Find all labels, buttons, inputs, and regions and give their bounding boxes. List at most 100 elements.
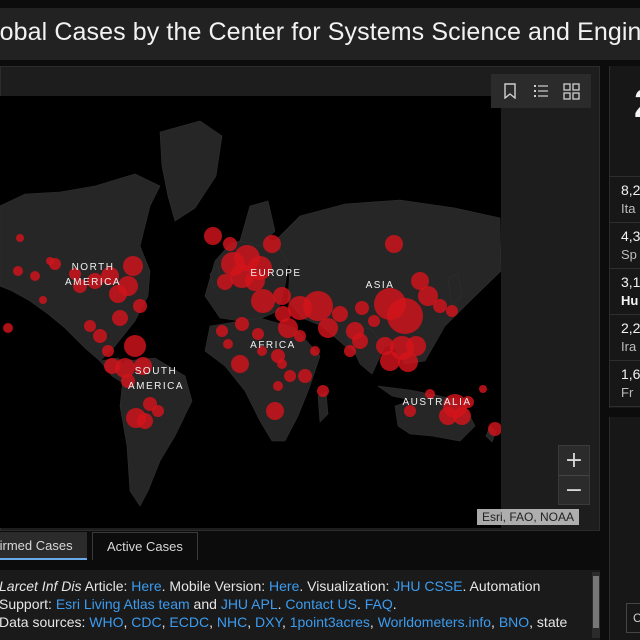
case-marker[interactable] [257, 346, 267, 356]
case-marker[interactable] [118, 276, 138, 296]
case-marker[interactable] [462, 396, 474, 408]
case-marker[interactable] [278, 318, 298, 338]
case-marker[interactable] [376, 337, 394, 355]
1point3acres-link[interactable]: 1point3acres [289, 614, 370, 630]
case-marker[interactable] [252, 328, 264, 340]
case-marker[interactable] [3, 323, 13, 333]
case-marker[interactable] [102, 345, 114, 357]
case-marker[interactable] [380, 351, 400, 371]
info-scrollbar[interactable] [592, 572, 600, 638]
ecdc-link[interactable]: ECDC [169, 614, 210, 630]
jhu-apl-link[interactable]: JHU APL [220, 596, 278, 612]
case-marker[interactable] [273, 381, 283, 391]
case-marker[interactable] [411, 272, 429, 290]
zoom-in-button[interactable]: + [564, 448, 584, 473]
case-marker[interactable] [69, 268, 81, 280]
country-list-item[interactable]: 4,3 Sp [610, 222, 640, 268]
country-list-item[interactable]: 3,1 Hu [610, 268, 640, 314]
case-marker[interactable] [93, 329, 107, 343]
case-marker[interactable] [398, 352, 418, 372]
tab-confirmed-cases[interactable]: firmed Cases [0, 532, 87, 560]
article-link[interactable]: Here [131, 578, 162, 594]
cdc-link[interactable]: CDC [131, 614, 162, 630]
case-marker[interactable] [30, 271, 40, 281]
country-list-item[interactable]: 8,2 Ita [610, 176, 640, 222]
case-markers[interactable] [3, 227, 501, 436]
case-marker[interactable] [16, 234, 24, 242]
case-marker[interactable] [284, 370, 296, 382]
faq-link[interactable]: FAQ [364, 596, 393, 612]
case-marker[interactable] [251, 289, 275, 313]
case-marker[interactable] [217, 274, 233, 290]
nhc-link[interactable]: NHC [216, 614, 248, 630]
case-marker[interactable] [355, 301, 369, 315]
country-list-item[interactable]: 2,2 Ira [610, 314, 640, 360]
who-link[interactable]: WHO [89, 614, 124, 630]
case-marker[interactable] [84, 320, 96, 332]
living-atlas-link[interactable]: Esri Living Atlas team [55, 596, 190, 612]
case-marker[interactable] [406, 336, 426, 356]
case-marker[interactable] [310, 346, 320, 356]
jhu-csse-link[interactable]: JHU CSSE [393, 578, 463, 594]
case-marker[interactable] [133, 299, 147, 313]
country-list-item[interactable]: 578U [610, 406, 640, 408]
case-marker[interactable] [439, 407, 457, 425]
case-marker[interactable] [73, 279, 87, 293]
case-marker[interactable] [385, 235, 403, 253]
zoom-out-button[interactable]: − [559, 475, 589, 504]
case-marker[interactable] [124, 335, 146, 357]
case-marker[interactable] [479, 385, 487, 393]
case-marker[interactable] [231, 355, 249, 373]
case-marker[interactable] [137, 413, 153, 429]
bookmark-icon[interactable] [497, 78, 523, 104]
map-canvas[interactable]: NORTH AMERICA EUROPE ASIA AFRICA SOUTH A… [0, 96, 501, 528]
case-marker[interactable] [425, 389, 435, 399]
case-marker[interactable] [230, 264, 254, 288]
case-marker[interactable] [368, 315, 380, 327]
case-marker[interactable] [235, 317, 249, 331]
mobile-version-link[interactable]: Here [269, 578, 300, 594]
case-marker[interactable] [318, 318, 338, 338]
case-marker[interactable] [446, 305, 458, 317]
case-marker[interactable] [115, 358, 135, 378]
case-marker[interactable] [352, 333, 368, 349]
case-marker[interactable] [46, 257, 54, 265]
bno-link[interactable]: BNO [498, 614, 530, 630]
case-marker[interactable] [273, 287, 291, 305]
case-marker[interactable] [204, 227, 222, 245]
case-marker[interactable] [387, 298, 423, 334]
list-icon[interactable] [528, 78, 554, 104]
case-marker[interactable] [418, 286, 438, 306]
case-marker[interactable] [332, 306, 348, 322]
case-marker[interactable] [39, 296, 47, 304]
case-marker[interactable] [223, 237, 237, 251]
case-marker[interactable] [223, 339, 233, 349]
case-marker[interactable] [152, 405, 164, 417]
case-marker[interactable] [433, 299, 447, 313]
scrollbar-thumb[interactable] [593, 576, 599, 628]
contact-us-link[interactable]: Contact US [285, 596, 357, 612]
case-marker[interactable] [344, 345, 356, 357]
case-marker[interactable] [275, 306, 291, 322]
basemap-gallery-icon[interactable] [559, 78, 585, 104]
case-marker[interactable] [13, 266, 23, 276]
case-marker[interactable] [121, 374, 135, 388]
case-marker[interactable] [294, 330, 306, 342]
case-marker[interactable] [453, 407, 471, 425]
case-marker[interactable] [266, 402, 284, 420]
world-map[interactable]: NORTH AMERICA EUROPE ASIA AFRICA SOUTH A… [0, 96, 501, 528]
case-marker[interactable] [101, 267, 119, 285]
worldometers-link[interactable]: Worldometers.info [377, 614, 492, 630]
case-marker[interactable] [112, 310, 128, 326]
case-marker[interactable] [303, 291, 333, 321]
dxy-link[interactable]: DXY [254, 614, 282, 630]
case-marker[interactable] [488, 422, 501, 436]
case-marker[interactable] [298, 369, 312, 383]
case-marker[interactable] [87, 273, 103, 289]
case-marker[interactable] [123, 256, 143, 276]
case-marker[interactable] [317, 385, 329, 397]
case-marker[interactable] [134, 357, 152, 375]
country-list-item[interactable]: 1,6 Fr [610, 360, 640, 406]
case-marker[interactable] [404, 405, 416, 417]
case-marker[interactable] [277, 359, 287, 369]
